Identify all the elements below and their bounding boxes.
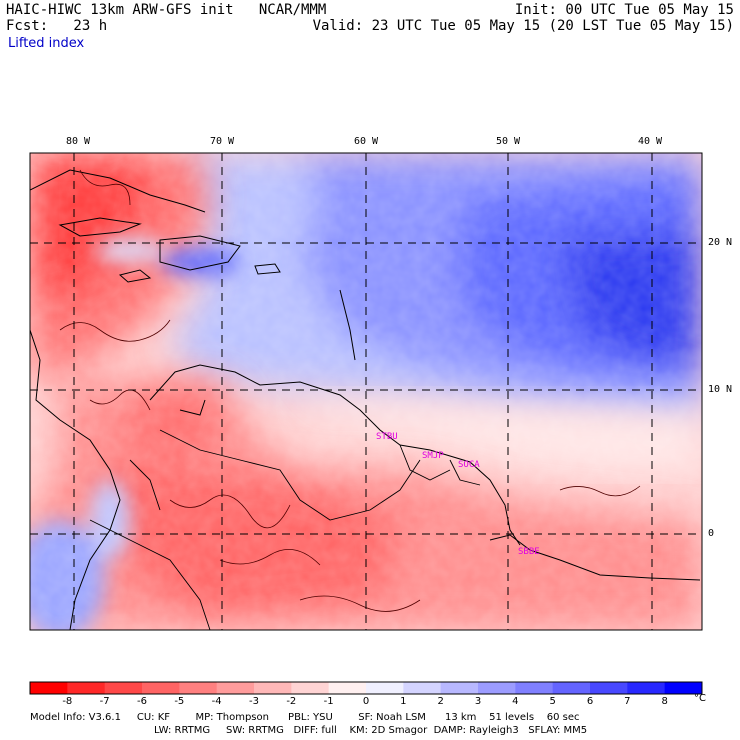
lon-label-60w: 60 W — [354, 136, 379, 147]
lat-label-10n: 10 N — [708, 384, 733, 395]
colorbar-tick-label: 5 — [549, 696, 556, 707]
lon-label-70w: 70 W — [210, 136, 235, 147]
map-field — [30, 153, 702, 630]
colorbar-tick-label: 6 — [586, 696, 594, 707]
colorbar — [29, 681, 703, 695]
colorbar-tick-label: 2 — [437, 696, 444, 707]
colorbar-swatch — [515, 682, 554, 694]
lon-label-40w: 40 W — [638, 136, 663, 147]
colorbar-swatch — [478, 682, 516, 694]
valid-time: Valid: 23 UTC Tue 05 May 15 (20 LST Tue … — [312, 18, 734, 34]
colorbar-swatch — [67, 682, 106, 694]
chart-title: HAIC-HIWC 13km ARW-GFS init NCAR/MMM — [6, 2, 327, 18]
li-contours — [59, 169, 641, 612]
colorbar-swatch — [30, 682, 68, 694]
station-label: SOCA — [458, 460, 480, 470]
colorbar-swatch — [590, 682, 628, 694]
country-borders — [89, 429, 481, 630]
colorbar-tick-label: -1 — [323, 696, 334, 707]
coastlines — [30, 169, 701, 630]
colorbar-unit: °C — [694, 693, 706, 704]
colorbar-swatch — [366, 682, 404, 694]
colorbar-tick-label: -3 — [249, 696, 259, 707]
colorbar-swatch — [254, 682, 292, 694]
field-name: Lifted index — [8, 36, 85, 51]
colorbar-tick-label: 7 — [624, 696, 631, 707]
init-time: Init: 00 UTC Tue 05 May 15 — [514, 2, 734, 18]
colorbar-tick-label: 3 — [474, 696, 482, 707]
colorbar-tick-label: -5 — [174, 696, 185, 707]
colorbar-tick-label: 0 — [362, 696, 370, 707]
colorbar-swatch — [403, 682, 442, 694]
station-label: STBU — [376, 432, 398, 442]
colorbar-swatch — [627, 682, 666, 694]
model-info-line1: Model Info: V3.6.1 CU: KF MP: Thompson P… — [30, 712, 580, 723]
lat-label-0: 0 — [708, 528, 715, 539]
model-info-line2: LW: RRTMG SW: RRTMG DIFF: full KM: 2D Sm… — [154, 725, 588, 736]
colorbar-tick-label: -2 — [286, 696, 297, 707]
lon-label-50w: 50 W — [496, 136, 521, 147]
colorbar-tick-label: 1 — [400, 696, 407, 707]
graticule — [30, 153, 702, 630]
colorbar-tick-label: -6 — [137, 696, 147, 707]
forecast-hour: Fcst: 23 h — [6, 18, 108, 34]
colorbar-swatch — [664, 682, 703, 694]
colorbar-tick-label: 8 — [661, 696, 668, 707]
colorbar-swatch — [216, 682, 255, 694]
colorbar-tick-label: -8 — [62, 696, 73, 707]
colorbar-swatch — [552, 682, 591, 694]
station-label: SMJP — [422, 451, 444, 461]
station-label: SBBE — [518, 547, 540, 557]
colorbar-frame — [29, 681, 703, 695]
colorbar-swatch — [291, 682, 330, 694]
colorbar-swatch — [179, 682, 218, 694]
colorbar-tick-label: 4 — [512, 696, 519, 707]
lon-label-80w: 80 W — [66, 136, 91, 147]
colorbar-swatch — [328, 682, 367, 694]
lat-label-20n: 20 N — [708, 237, 733, 248]
colorbar-swatch — [142, 682, 180, 694]
colorbar-swatch — [104, 682, 143, 694]
map-frame — [29, 152, 703, 631]
colorbar-swatch — [440, 682, 479, 694]
colorbar-tick-label: -4 — [211, 696, 222, 707]
colorbar-tick-label: -7 — [99, 696, 110, 707]
